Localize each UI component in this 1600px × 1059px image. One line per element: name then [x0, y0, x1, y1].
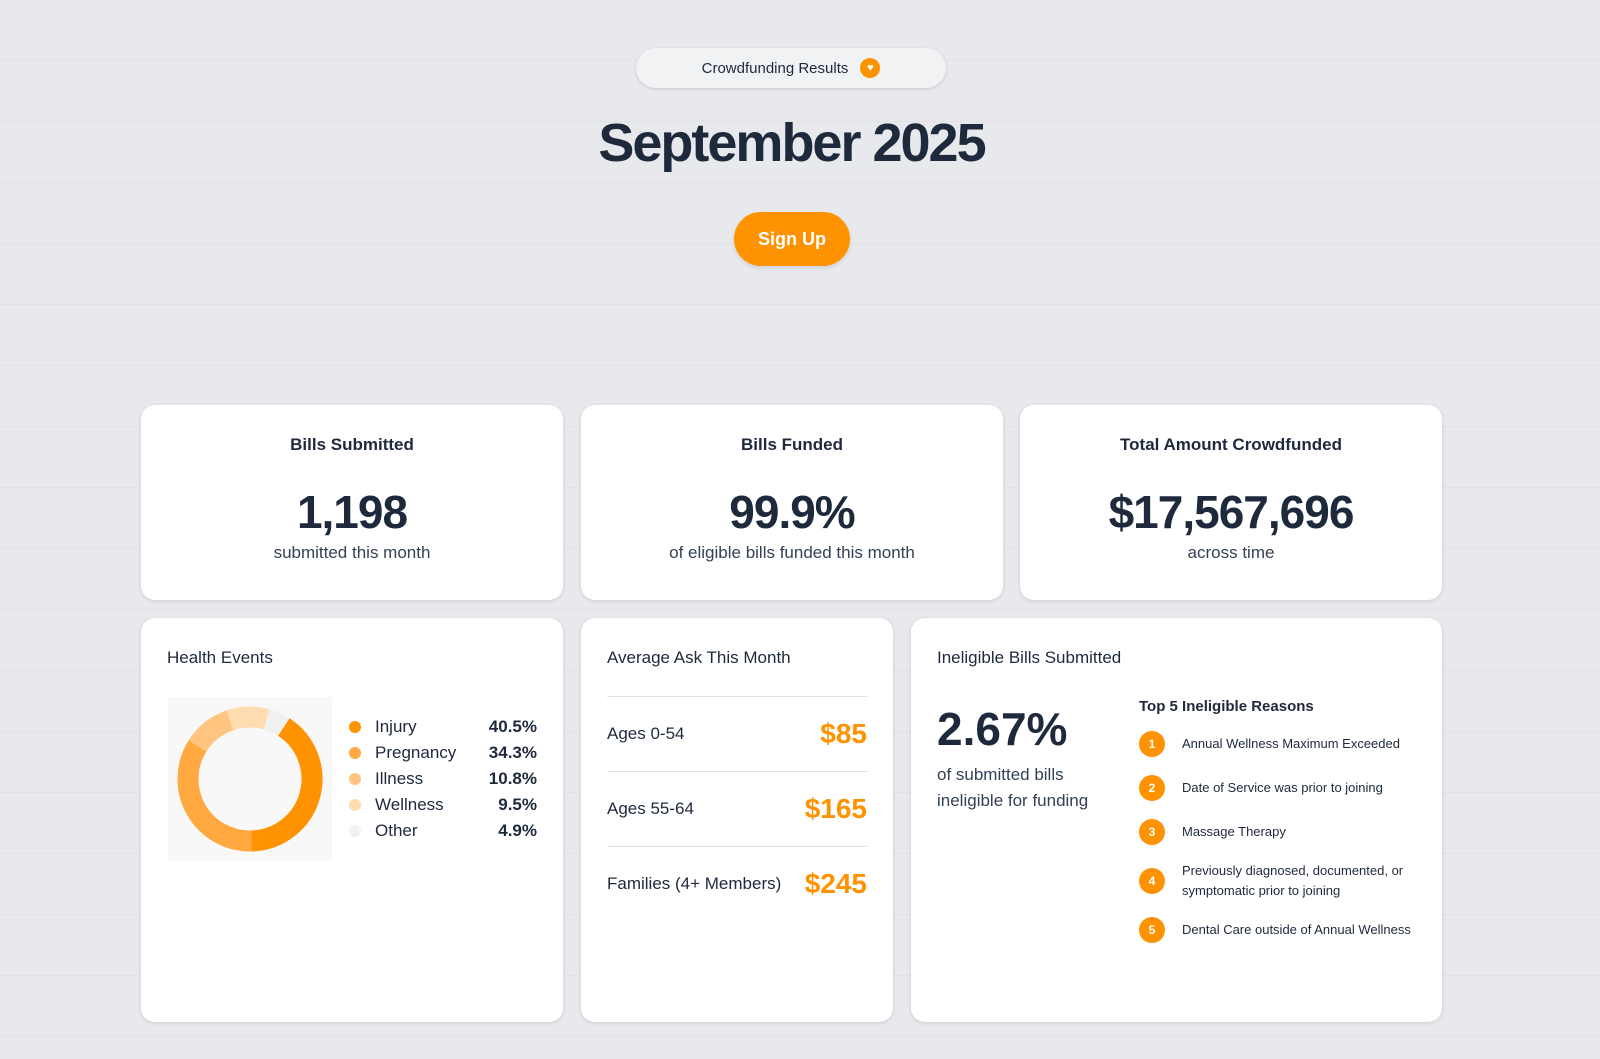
stat-card-bills-funded: Bills Funded 99.9% of eligible bills fun… [581, 405, 1003, 600]
ineligible-bills-card: Ineligible Bills Submitted 2.67% of subm… [911, 618, 1442, 1022]
legend-dot [349, 747, 361, 759]
reason-number: 3 [1139, 819, 1165, 845]
crowdfunding-results-badge: Crowdfunding Results ♥ [636, 48, 946, 88]
reason-item: 3 Massage Therapy [1139, 817, 1429, 847]
average-ask-card: Average Ask This Month Ages 0-54 $85 Ages… [581, 618, 893, 1022]
ineligible-reasons: Top 5 Ineligible Reasons 1 Annual Wellnes… [1139, 698, 1429, 959]
card-title: Health Events [167, 648, 273, 667]
donut-slice-wellness [226, 706, 270, 731]
reason-text: Previously diagnosed, documented, or sym… [1182, 863, 1404, 898]
reason-text: Annual Wellness Maximum Exceeded [1182, 736, 1400, 751]
stat-value: 1,198 [296, 486, 408, 538]
legend-value: 4.9% [498, 821, 537, 840]
ask-label: Families (4+ Members) [607, 874, 782, 893]
reason-number: 5 [1139, 917, 1165, 943]
health-events-legend: Injury 40.5% Pregnancy 34.3% Illness 10.8% Wel… [349, 714, 537, 844]
legend-dot [349, 721, 361, 733]
legend-label: Other [375, 821, 418, 840]
stat-subtitle: across time [1187, 543, 1275, 562]
legend-dot [349, 799, 361, 811]
stat-card-total-crowdfunded: Total Amount Crowdfunded $17,567,696 acr… [1020, 405, 1442, 600]
legend-value: 10.8% [488, 769, 537, 788]
reason-item: 1 Annual Wellness Maximum Exceeded [1139, 729, 1429, 759]
legend-item: Illness 10.8% [349, 766, 537, 792]
donut-slice-other [263, 709, 290, 737]
reason-item: 5 Dental Care outside of Annual Wellness [1139, 915, 1429, 945]
ask-row: Ages 0-54 $85 [607, 696, 867, 771]
ask-amount: $85 [820, 718, 867, 749]
legend-label: Wellness [375, 795, 444, 814]
ask-amount: $165 [804, 793, 867, 824]
donut-slice-pregnancy [177, 740, 252, 852]
ask-label: Ages 55-64 [607, 799, 694, 818]
ineligible-subtitle: of submitted bills ineligible for fundin… [937, 765, 1089, 810]
legend-label: Illness [375, 769, 424, 788]
ask-row: Families (4+ Members) $245 [607, 846, 867, 921]
health-events-donut [168, 697, 332, 861]
legend-label: Pregnancy [375, 743, 457, 762]
reason-item: 4 Previously diagnosed, documented, or sy… [1139, 861, 1429, 901]
legend-item: Wellness 9.5% [349, 792, 537, 818]
donut-slice-injury [250, 718, 323, 852]
stat-title: Bills Funded [741, 435, 843, 454]
legend-item: Other 4.9% [349, 818, 537, 844]
stat-title: Bills Submitted [290, 435, 414, 454]
donut-slice-illness [188, 710, 234, 752]
page-title: September 2025 [598, 113, 986, 173]
ask-row: Ages 55-64 $165 [607, 771, 867, 846]
stat-subtitle: of eligible bills funded this month [669, 543, 915, 562]
reason-text: Date of Service was prior to joining [1182, 780, 1383, 795]
heart-icon: ♥ [860, 58, 881, 78]
reasons-title: Top 5 Ineligible Reasons [1139, 698, 1314, 715]
reason-text: Massage Therapy [1182, 824, 1286, 839]
legend-value: 34.3% [488, 743, 537, 762]
legend-item: Pregnancy 34.3% [349, 740, 537, 766]
stat-card-bills-submitted: Bills Submitted 1,198 submitted this mon… [141, 405, 563, 600]
legend-label: Injury [375, 717, 417, 736]
stat-title: Total Amount Crowdfunded [1120, 435, 1342, 454]
ineligible-value: 2.67% [937, 703, 1068, 755]
legend-dot [349, 773, 361, 785]
ask-label: Ages 0-54 [607, 724, 685, 743]
legend-value: 9.5% [498, 795, 537, 814]
reason-text: Dental Care outside of Annual Wellness [1182, 922, 1411, 937]
legend-dot [349, 825, 361, 837]
reason-number: 4 [1139, 868, 1165, 894]
sign-up-button[interactable]: Sign Up [734, 212, 850, 266]
health-events-card: Health Events Injury 40.5% Pregnancy 34.3% I… [141, 618, 563, 1022]
reason-item: 2 Date of Service was prior to joining [1139, 773, 1429, 803]
stat-subtitle: submitted this month [273, 543, 431, 562]
stat-value: $17,567,696 [1108, 486, 1355, 538]
badge-label: Crowdfunding Results [701, 59, 849, 77]
legend-value: 40.5% [488, 717, 537, 736]
average-ask-list: Ages 0-54 $85 Ages 55-64 $165 Families (4+… [607, 696, 867, 921]
ask-amount: $245 [804, 868, 867, 899]
card-title: Average Ask This Month [607, 648, 791, 667]
stat-value: 99.9% [729, 486, 855, 538]
reason-number: 1 [1139, 731, 1165, 757]
reason-number: 2 [1139, 775, 1165, 801]
legend-item: Injury 40.5% [349, 714, 537, 740]
card-title: Ineligible Bills Submitted [937, 648, 1122, 667]
